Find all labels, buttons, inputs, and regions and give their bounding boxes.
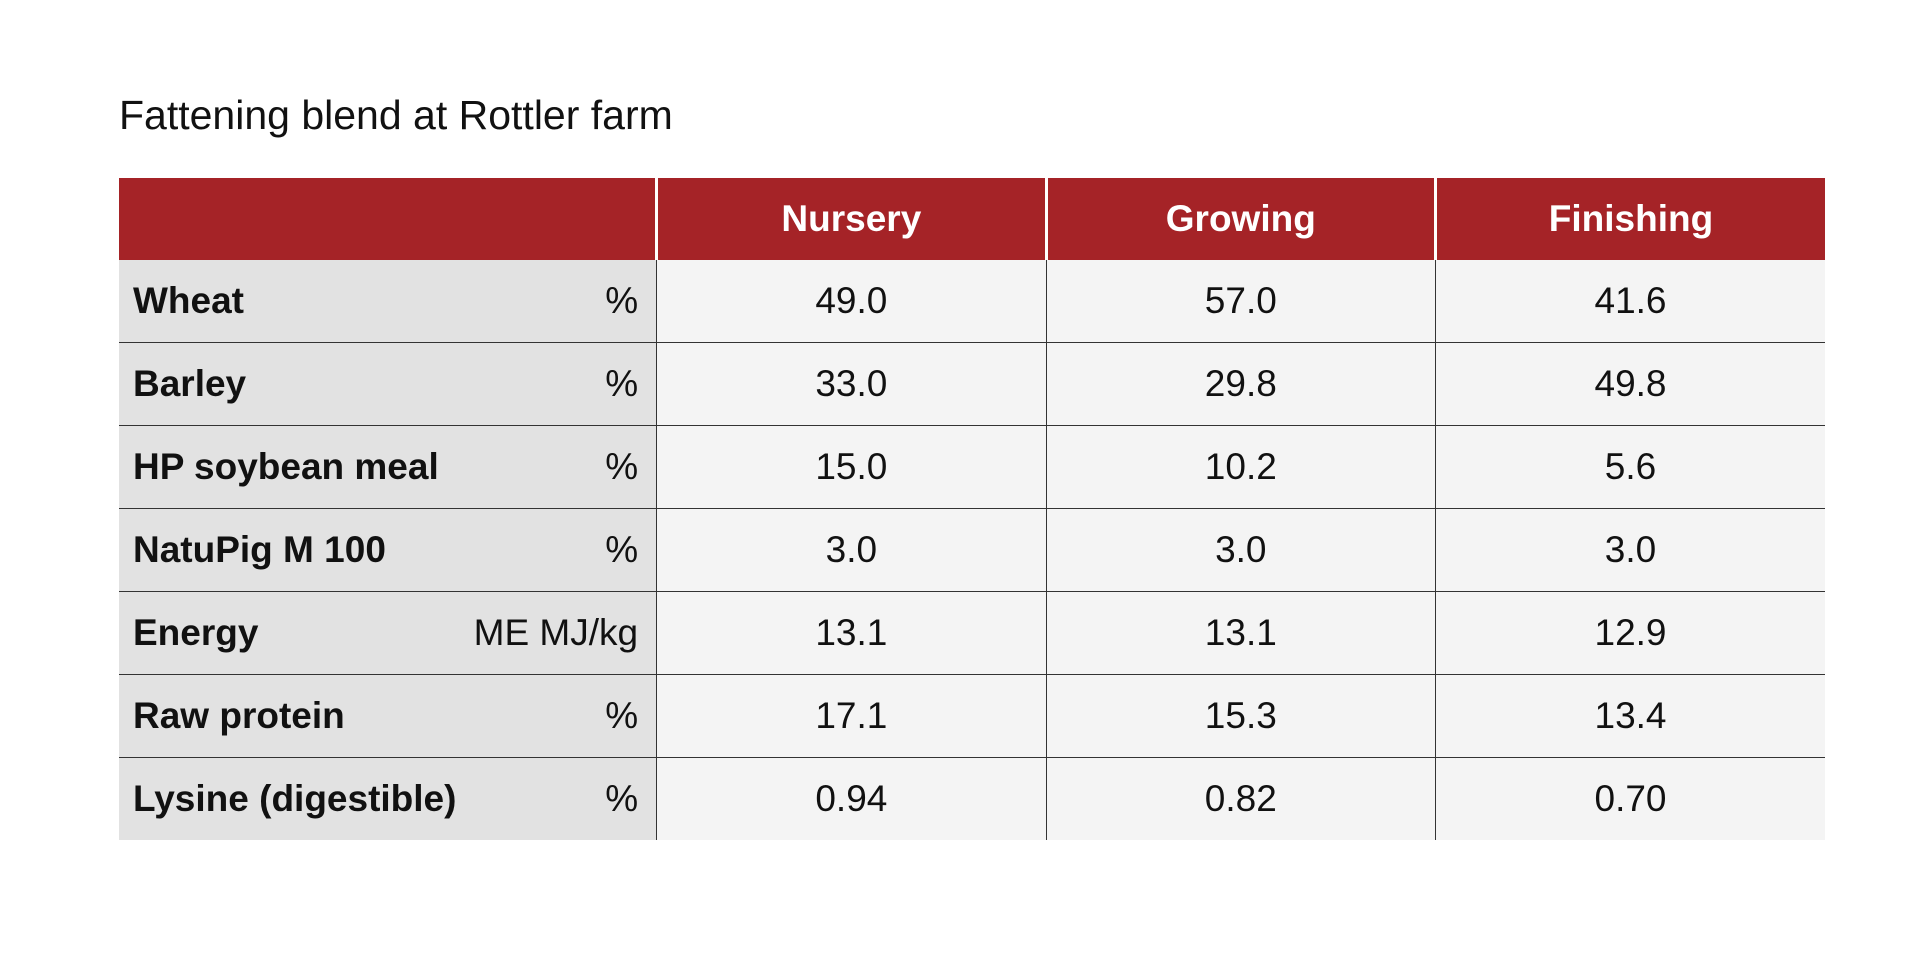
value-cell-growing: 29.8: [1045, 342, 1436, 426]
table-row-hp-soybean-meal: HP soybean meal % 15.0 10.2 5.6: [119, 425, 1825, 509]
row-unit: %: [605, 446, 639, 487]
row-name: Wheat: [133, 280, 244, 321]
table-row-raw-protein: Raw protein % 17.1 15.3 13.4: [119, 674, 1825, 758]
row-name: Barley: [133, 363, 247, 404]
value-cell-growing: 10.2: [1045, 425, 1436, 509]
row-label-cell: Wheat %: [119, 260, 658, 343]
row-name: HP soybean meal: [133, 446, 439, 487]
row-label-cell: Lysine (digestible) %: [119, 757, 658, 840]
value-cell-nursery: 49.0: [656, 260, 1047, 343]
row-unit: ME MJ/kg: [473, 612, 639, 653]
value-cell-nursery: 17.1: [656, 674, 1047, 758]
value-cell-growing: 0.82: [1045, 757, 1436, 840]
value-cell-growing: 15.3: [1045, 674, 1436, 758]
fattening-blend-table: Nursery Growing Finishing Wheat % 49.0 5…: [119, 178, 1825, 840]
value-cell-growing: 57.0: [1045, 260, 1436, 343]
row-name: Raw protein: [133, 695, 345, 736]
value-cell-finishing: 12.9: [1435, 591, 1825, 675]
column-header-nursery: Nursery: [655, 178, 1047, 260]
row-label-cell: Energy ME MJ/kg: [119, 591, 658, 675]
value-cell-nursery: 33.0: [656, 342, 1047, 426]
header-row: Nursery Growing Finishing: [119, 178, 1825, 260]
table-row-energy: Energy ME MJ/kg 13.1 13.1 12.9: [119, 591, 1825, 675]
value-cell-nursery: 15.0: [656, 425, 1047, 509]
row-label-cell: NatuPig M 100 %: [119, 508, 658, 592]
value-cell-finishing: 0.70: [1435, 757, 1825, 840]
value-cell-growing: 3.0: [1045, 508, 1436, 592]
value-cell-growing: 13.1: [1045, 591, 1436, 675]
table-title: Fattening blend at Rottler farm: [119, 92, 673, 138]
row-label-cell: Raw protein %: [119, 674, 658, 758]
row-unit: %: [605, 363, 639, 404]
row-unit: %: [605, 695, 639, 736]
value-cell-finishing: 41.6: [1435, 260, 1825, 343]
column-header-finishing: Finishing: [1434, 178, 1825, 260]
row-label-cell: Barley %: [119, 342, 658, 426]
header-corner-cell: [119, 178, 657, 260]
value-cell-nursery: 3.0: [656, 508, 1047, 592]
value-cell-finishing: 49.8: [1435, 342, 1825, 426]
table-row-natupig-m-100: NatuPig M 100 % 3.0 3.0 3.0: [119, 508, 1825, 592]
row-unit: %: [605, 778, 639, 819]
table-row-lysine-digestible: Lysine (digestible) % 0.94 0.82 0.70: [119, 757, 1825, 840]
value-cell-nursery: 13.1: [656, 591, 1047, 675]
row-unit: %: [605, 529, 639, 570]
column-header-growing: Growing: [1044, 178, 1436, 260]
value-cell-nursery: 0.94: [656, 757, 1047, 840]
value-cell-finishing: 13.4: [1435, 674, 1825, 758]
table-row-barley: Barley % 33.0 29.8 49.8: [119, 342, 1825, 426]
row-name: NatuPig M 100: [133, 529, 386, 570]
row-name: Lysine (digestible): [133, 778, 457, 819]
row-unit: %: [605, 280, 639, 321]
value-cell-finishing: 5.6: [1435, 425, 1825, 509]
row-name: Energy: [133, 612, 259, 653]
row-label-cell: HP soybean meal %: [119, 425, 658, 509]
value-cell-finishing: 3.0: [1435, 508, 1825, 592]
table-row-wheat: Wheat % 49.0 57.0 41.6: [119, 260, 1825, 343]
